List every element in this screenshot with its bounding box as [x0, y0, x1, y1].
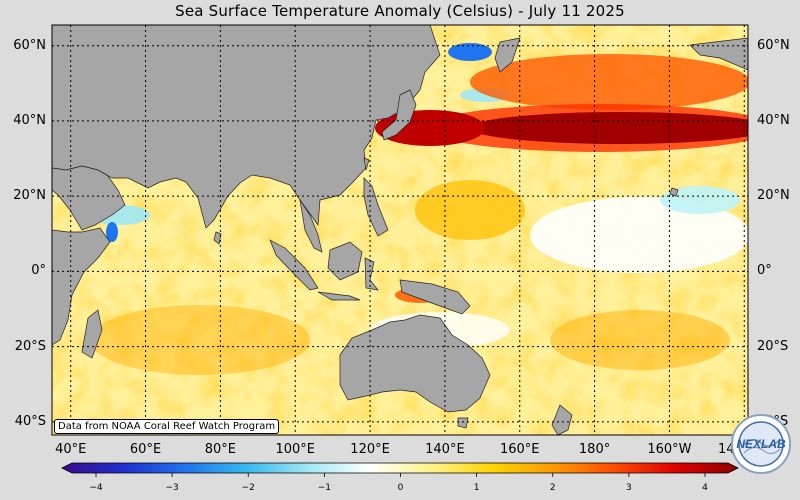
landmass-eurasia [52, 25, 441, 229]
lat-label-left: 40°S [14, 413, 46, 429]
nexlab-logo: NEXLAB [731, 414, 791, 474]
lon-label: 140°E [425, 442, 465, 457]
colorbar-tick-label: 1 [473, 483, 480, 493]
landmass-malay-peninsula [299, 199, 323, 253]
lat-label-right: 0° [757, 263, 772, 279]
colorbar [61, 462, 739, 474]
landmass-sumatra [269, 239, 319, 291]
land-masses [52, 25, 748, 435]
colorbar-tick-label: 3 [626, 483, 632, 493]
map-area [52, 25, 748, 435]
anomaly-cold-somalia [106, 222, 118, 242]
lat-label-right: 40°N [757, 112, 790, 128]
colorbar-tick-label: 0 [397, 483, 404, 493]
colorbar-tick-label: 4 [702, 483, 708, 493]
lon-label: 100°E [275, 442, 315, 457]
lat-label-left: 60°N [13, 37, 46, 53]
logo-text: NEXLAB [736, 437, 786, 451]
lon-label: 80°E [204, 442, 237, 457]
data-credit: Data from NOAA Coral Reef Watch Program [54, 419, 280, 434]
anomaly-warm-south-indian [90, 305, 310, 375]
lat-label-left: 0° [31, 263, 46, 279]
lat-label-right: 20°S [757, 338, 789, 354]
anomaly-cold-okhotsk [448, 43, 492, 61]
colorbar-tick-label: −4 [89, 483, 103, 493]
landmass-australia [339, 314, 491, 413]
lat-label-left: 20°S [14, 338, 46, 354]
map-title: Sea Surface Temperature Anomaly (Celsius… [175, 2, 625, 20]
landmass-philippines [363, 177, 389, 237]
landmass-taiwan [363, 157, 370, 171]
map-frame [51, 24, 749, 436]
lon-label: 180° [578, 442, 611, 457]
landmass-sulawesi [364, 257, 379, 291]
lon-label: 160°E [499, 442, 540, 457]
anomaly-neutral-central-pacific [530, 197, 748, 273]
lat-label-left: 20°N [13, 188, 46, 204]
lat-label-right: 60°N [757, 37, 790, 53]
landmass-sri-lanka [213, 231, 222, 245]
landmass-new-guinea [399, 279, 471, 315]
colorbar-tick-label: −2 [241, 483, 255, 493]
anomaly-warm-philippine-sea [415, 180, 525, 240]
anomaly-cool-patch [660, 186, 740, 214]
landmass-tasmania [457, 417, 469, 429]
colorbar-tick-marks [95, 473, 706, 477]
colorbar-tick-label: −3 [165, 483, 179, 493]
anomaly-warm-south-pacific [550, 310, 730, 370]
lon-label: 60°E [129, 442, 162, 457]
landmass-hawaii [669, 187, 679, 197]
landmass-africa [52, 227, 111, 346]
anomaly-extreme-band [470, 112, 748, 144]
colorbar-tick-label: −1 [317, 483, 332, 493]
lon-label: 120°E [350, 442, 390, 457]
lat-label-left: 40°N [13, 112, 46, 128]
landmass-kamchatka [494, 37, 521, 73]
lat-label-right: 20°N [757, 188, 790, 204]
landmass-japan [381, 89, 417, 141]
landmass-borneo [327, 241, 363, 281]
lon-label: 14 [718, 442, 735, 457]
colorbar-tick-label: 2 [549, 483, 556, 493]
landmass-java [317, 291, 361, 301]
lon-label: 40°E [55, 442, 87, 457]
lon-label: 160°W [647, 442, 692, 457]
anomaly-hot-north-pacific-edge [470, 54, 748, 110]
